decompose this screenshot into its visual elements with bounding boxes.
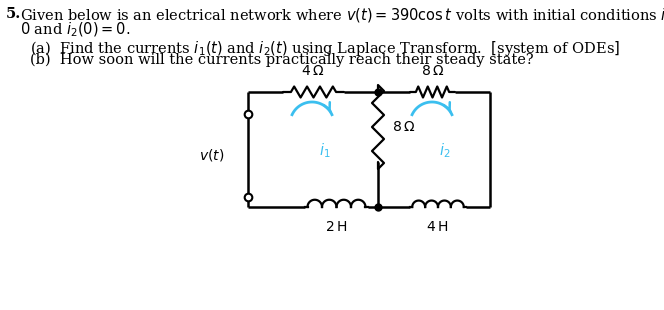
Text: $4\,\mathrm{H}$: $4\,\mathrm{H}$: [426, 220, 448, 234]
Text: $i_1$: $i_1$: [319, 141, 331, 160]
Text: 5.: 5.: [6, 7, 21, 21]
Text: $i_2$: $i_2$: [439, 141, 450, 160]
Text: $2\,\mathrm{H}$: $2\,\mathrm{H}$: [325, 220, 347, 234]
Text: $4\,\Omega$: $4\,\Omega$: [301, 64, 325, 78]
Text: (a)  Find the currents $i_1(t)$ and $i_2(t)$ using Laplace Transform.  $[$system: (a) Find the currents $i_1(t)$ and $i_2(…: [30, 39, 620, 58]
Text: $0$ and $i_2(0) = 0.$: $0$ and $i_2(0) = 0.$: [20, 21, 130, 39]
Text: $8\,\Omega$: $8\,\Omega$: [392, 120, 415, 134]
Text: (b)  How soon will the currents practically reach their steady state?: (b) How soon will the currents practical…: [30, 53, 534, 67]
Text: $v(t)$: $v(t)$: [199, 147, 224, 163]
Text: $8\,\Omega$: $8\,\Omega$: [422, 64, 445, 78]
Text: Given below is an electrical network where $v(t) = 390\cos t$ volts with initial: Given below is an electrical network whe…: [20, 7, 664, 25]
